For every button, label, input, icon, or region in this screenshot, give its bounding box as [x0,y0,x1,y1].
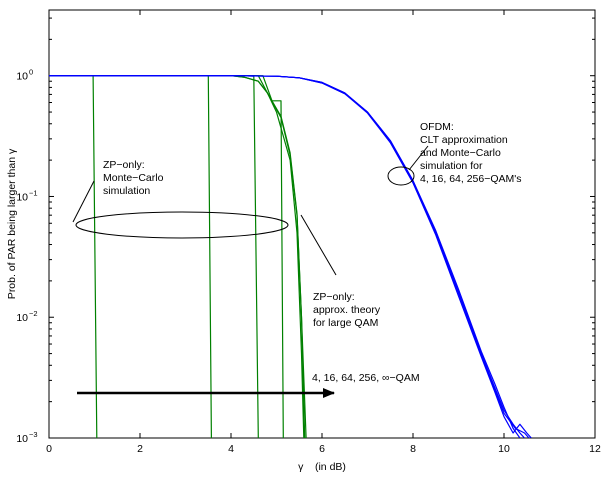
ofdm-line [49,75,532,438]
ofdm-curves-ellipse [387,166,415,186]
x-tick-label: 10 [498,443,510,455]
y-tick-exponent: −2 [29,309,38,318]
y-tick-label: 10 [16,312,28,324]
zp-only-line [49,75,307,438]
ofdm-pointer [408,145,429,171]
x-axis-label: γ (in dB) [298,461,346,473]
zp-simulation-ellipse [75,211,289,239]
ofdm-annotation: OFDM: CLT approximation and Monte−Carlo … [420,121,522,185]
zp-only-line [49,75,212,438]
ofdm-annotation-line: simulation for [420,160,483,172]
x-tick-label: 8 [410,443,416,455]
y-axis-label: Prob. of PAR being larger than γ [6,148,18,299]
ofdm-annotation-line: and Monte−Carlo [420,147,501,159]
zp-only-curves [49,75,307,438]
zp-theory-annotation: ZP−only: approx. theory for large QAM [313,291,381,329]
y-tick-label: 10 [16,191,28,203]
zp-only-line [49,75,98,438]
x-tick-label: 12 [589,443,601,455]
x-axis-ticks: 0 2 4 6 8 10 12 [46,10,601,455]
y-tick-label: 10 [16,71,28,83]
zp-only-line [49,75,284,438]
y-tick-label: 10 [16,433,28,445]
ofdm-annotation-line: OFDM: [420,121,454,133]
x-tick-label: 0 [46,443,52,455]
y-tick-exponent: −1 [29,188,38,197]
y-tick-exponent: −3 [29,430,38,439]
zp-only-line [49,75,305,438]
zp-mc-annotation-line: simulation [103,185,150,197]
x-tick-label: 6 [319,443,325,455]
zp-mc-pointer [72,180,95,223]
ofdm-curves [49,75,532,438]
zp-theory-pointer [300,214,337,276]
zp-only-line [49,75,259,438]
zp-mc-annotation-line: ZP−only: [103,159,145,171]
ofdm-line [49,75,530,438]
x-tick-label: 2 [137,443,143,455]
zp-theory-annotation-line: for large QAM [313,317,378,329]
zp-only-line [49,75,306,438]
zp-theory-annotation-line: ZP−only: [313,291,355,303]
ofdm-annotation-line: 4, 16, 64, 256−QAM's [420,173,522,185]
qam-arrow-label: 4, 16, 64, 256, ∞−QAM [312,372,420,384]
ofdm-annotation-line: CLT approximation [420,134,508,146]
x-tick-label: 4 [228,443,234,455]
zp-theory-annotation-line: approx. theory [313,304,381,316]
zp-mc-annotation-line: Monte−Carlo [103,172,164,184]
zp-mc-annotation: ZP−only: Monte−Carlo simulation [103,159,164,197]
y-tick-exponent: 0 [29,68,33,77]
